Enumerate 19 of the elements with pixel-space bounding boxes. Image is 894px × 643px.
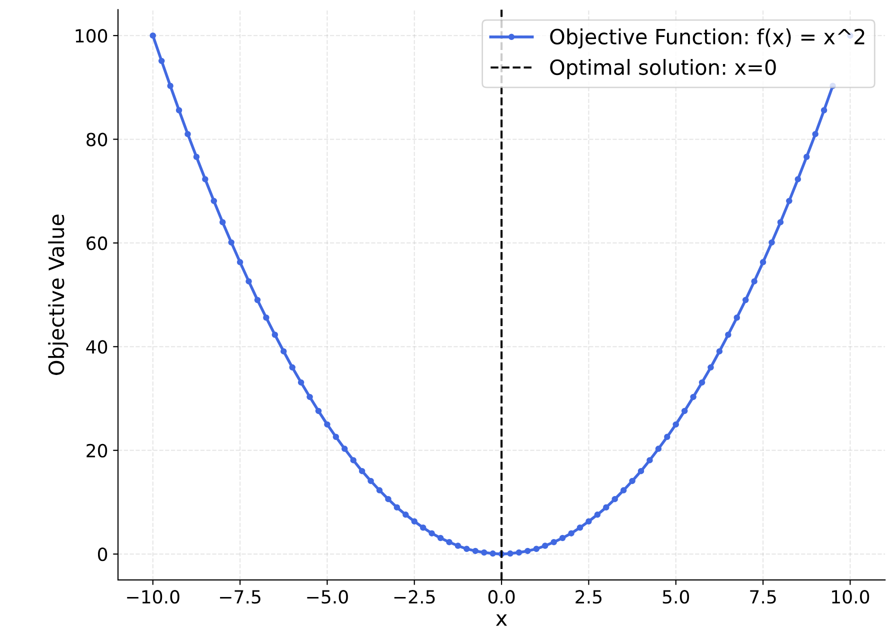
x-tick-label: 10.0 [832, 590, 870, 604]
x-axis-title: x [496, 614, 508, 626]
x-tick-label: 2.5 [576, 590, 602, 604]
x-tick-label: −10.0 [127, 590, 180, 604]
x-tick-label: 0.0 [488, 590, 515, 604]
y-tick-label: 20 [86, 444, 108, 458]
y-tick-label: 0 [98, 548, 108, 562]
x-tick-label: −7.5 [220, 590, 260, 604]
y-tick-label: 100 [76, 29, 108, 43]
legend-label: Objective Function: f(x) = x^2 [550, 28, 864, 49]
y-tick-label: 60 [86, 236, 108, 250]
x-tick-label: 5.0 [662, 590, 690, 604]
x-tick-label: −2.5 [394, 590, 435, 604]
y-tick-label: 40 [86, 340, 108, 354]
y-axis-title: Objective Value [48, 214, 68, 375]
x-tick-label: −5.0 [307, 590, 348, 604]
ref-line-label: Optimal solution: x=0 [550, 58, 776, 80]
y-tick-label: 80 [86, 132, 108, 146]
x-tick-label: 7.5 [750, 590, 776, 604]
